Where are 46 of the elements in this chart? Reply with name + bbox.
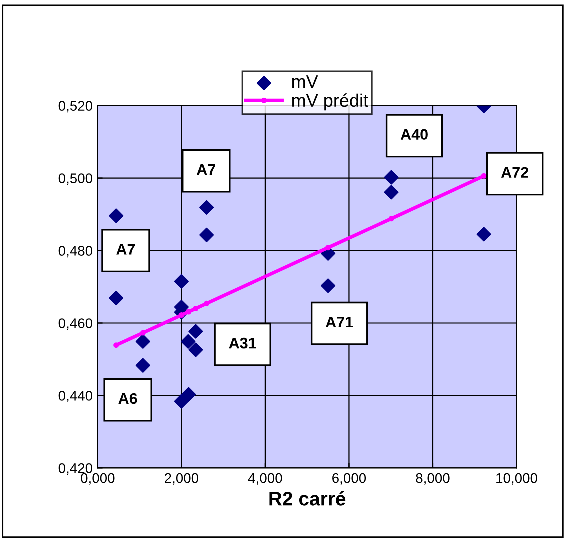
legend-label: mV — [292, 76, 318, 88]
annotation: A71 — [326, 317, 354, 328]
x-tick-label: 0,000 — [81, 473, 115, 485]
y-tick-label: 0,480 — [58, 246, 93, 258]
y-tick-label: 0,500 — [58, 174, 93, 186]
annotation: A7 — [116, 244, 136, 255]
point — [193, 306, 199, 312]
x-tick-label: 6,000 — [332, 473, 366, 485]
point — [320, 278, 336, 294]
point — [136, 334, 150, 350]
annotation: A40 — [400, 129, 428, 140]
point — [481, 173, 487, 179]
point — [136, 358, 150, 373]
point — [174, 394, 189, 409]
y-tick-label: 0,420 — [58, 464, 93, 475]
point — [114, 342, 120, 348]
point — [181, 334, 196, 350]
x-axis-title: R2 carré — [270, 491, 346, 506]
x-tick-label: 10,000 — [496, 473, 538, 485]
point — [200, 200, 214, 215]
annotation: A72 — [501, 167, 528, 178]
point — [200, 228, 214, 242]
point — [109, 208, 124, 224]
annotation: A31 — [229, 338, 256, 349]
point — [188, 324, 204, 339]
point — [388, 216, 394, 222]
point — [326, 245, 332, 251]
point — [384, 170, 399, 185]
point — [174, 274, 189, 289]
legend-label: mV prédit — [292, 94, 368, 111]
y-tick-label: 0,440 — [58, 391, 93, 403]
point — [384, 185, 399, 200]
point — [109, 290, 124, 306]
point — [188, 342, 204, 358]
point — [140, 330, 146, 336]
point — [186, 309, 192, 315]
annotation: A6 — [118, 393, 138, 404]
point — [476, 227, 492, 242]
point — [182, 387, 196, 402]
y-tick-label: 0,460 — [58, 318, 93, 330]
y-tick-label: 0,520 — [58, 101, 93, 113]
point — [204, 300, 210, 306]
x-tick-label: 2,000 — [165, 473, 199, 485]
annotation: A7 — [197, 164, 216, 176]
x-tick-label: 8,000 — [416, 473, 450, 485]
x-tick-label: 4,000 — [248, 473, 282, 485]
